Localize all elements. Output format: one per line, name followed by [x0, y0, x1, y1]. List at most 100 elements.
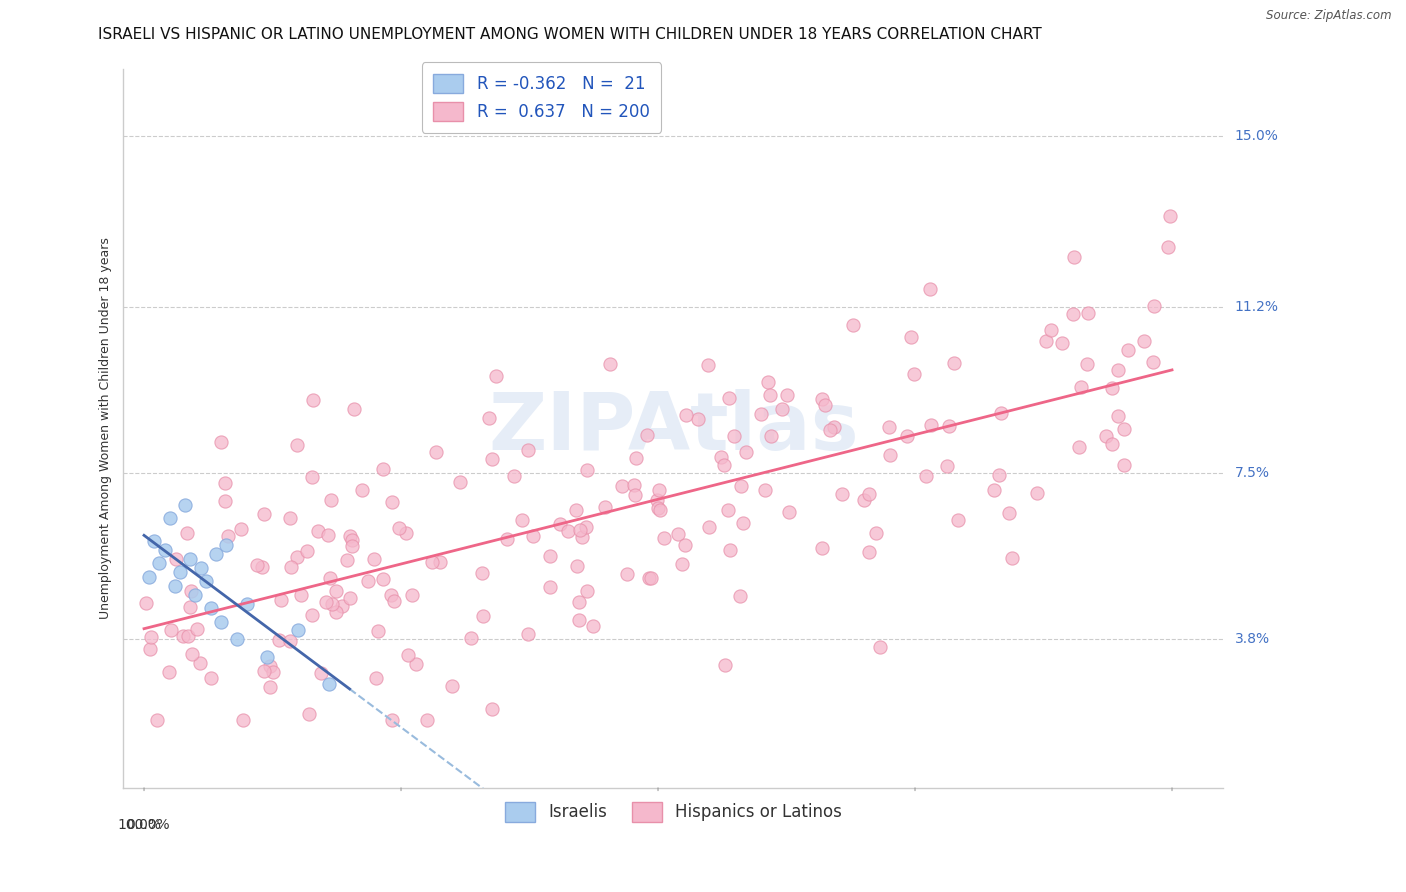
Point	[336, 552, 359, 566]
Point	[575, 584, 598, 599]
Point	[998, 506, 1021, 520]
Point	[645, 493, 668, 508]
Point	[200, 671, 222, 685]
Point	[318, 677, 340, 691]
Point	[253, 507, 276, 521]
Point	[319, 571, 342, 585]
Point	[1035, 334, 1057, 348]
Point	[287, 624, 309, 638]
Point	[380, 588, 402, 602]
Point	[697, 520, 720, 534]
Point	[1156, 240, 1178, 254]
Point	[342, 539, 364, 553]
Point	[666, 527, 689, 541]
Point	[1112, 422, 1135, 436]
Point	[988, 467, 1011, 482]
Point	[636, 428, 658, 442]
Point	[301, 393, 323, 408]
Point	[710, 450, 733, 464]
Point	[540, 580, 562, 594]
Point	[557, 524, 579, 538]
Point	[416, 714, 439, 728]
Point	[638, 571, 661, 585]
Point	[811, 392, 834, 407]
Point	[250, 559, 273, 574]
Point	[1112, 458, 1135, 472]
Point	[776, 388, 799, 402]
Point	[735, 444, 758, 458]
Point	[174, 498, 197, 512]
Text: 3.8%: 3.8%	[1234, 632, 1270, 647]
Point	[188, 656, 211, 670]
Point	[575, 519, 598, 533]
Point	[582, 618, 605, 632]
Point	[232, 714, 254, 728]
Point	[214, 494, 236, 508]
Point	[879, 448, 901, 462]
Text: 11.2%: 11.2%	[1234, 300, 1278, 314]
Point	[382, 594, 405, 608]
Point	[301, 470, 323, 484]
Point	[172, 629, 194, 643]
Point	[278, 634, 301, 648]
Point	[357, 574, 380, 588]
Point	[865, 526, 887, 541]
Point	[209, 615, 232, 629]
Point	[717, 502, 740, 516]
Point	[612, 478, 634, 492]
Point	[259, 659, 281, 673]
Point	[842, 318, 865, 332]
Point	[696, 359, 718, 373]
Point	[290, 588, 312, 602]
Point	[339, 591, 361, 605]
Point	[565, 558, 588, 573]
Point	[449, 475, 471, 489]
Point	[315, 595, 337, 609]
Point	[900, 329, 922, 343]
Point	[623, 477, 645, 491]
Point	[471, 566, 494, 581]
Point	[352, 483, 374, 498]
Point	[325, 605, 347, 619]
Point	[371, 572, 394, 586]
Point	[852, 492, 875, 507]
Point	[179, 600, 201, 615]
Point	[256, 650, 278, 665]
Point	[938, 419, 960, 434]
Point	[367, 624, 389, 639]
Text: ZIPAtlas: ZIPAtlas	[488, 389, 859, 467]
Point	[778, 506, 800, 520]
Point	[673, 538, 696, 552]
Point	[298, 707, 321, 722]
Point	[647, 501, 669, 516]
Point	[758, 388, 780, 402]
Point	[280, 560, 302, 574]
Point	[1026, 486, 1049, 500]
Point	[229, 522, 252, 536]
Point	[209, 435, 232, 450]
Point	[502, 469, 524, 483]
Point	[425, 445, 447, 459]
Point	[1063, 250, 1085, 264]
Point	[517, 442, 540, 457]
Point	[363, 552, 385, 566]
Point	[139, 630, 162, 644]
Point	[165, 551, 187, 566]
Point	[948, 513, 970, 527]
Point	[818, 423, 841, 437]
Text: 100.0%: 100.0%	[118, 818, 170, 832]
Point	[713, 458, 735, 473]
Point	[179, 551, 201, 566]
Point	[321, 493, 343, 508]
Point	[879, 420, 901, 434]
Point	[1050, 335, 1073, 350]
Point	[395, 525, 418, 540]
Point	[571, 530, 593, 544]
Point	[259, 681, 281, 695]
Point	[717, 391, 740, 405]
Text: 15.0%: 15.0%	[1234, 129, 1278, 143]
Point	[339, 528, 361, 542]
Point	[471, 609, 494, 624]
Point	[405, 657, 427, 671]
Point	[143, 533, 166, 548]
